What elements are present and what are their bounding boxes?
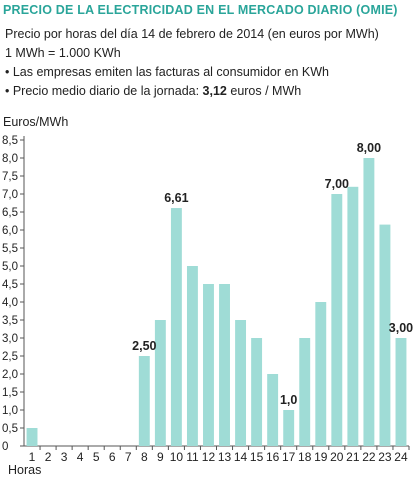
- x-tick-label: 19: [314, 450, 328, 464]
- x-tick-label: 24: [394, 450, 408, 464]
- y-tick-label: 6,0: [2, 225, 18, 237]
- bar-hour-21: [347, 186, 359, 447]
- y-tick-label: 8,0: [2, 153, 18, 165]
- x-tick-label: 12: [202, 450, 216, 464]
- x-tick-label: 16: [266, 450, 280, 464]
- billing-note: • Las empresas emiten las facturas al co…: [5, 65, 329, 79]
- bar-hour-1: [26, 428, 38, 446]
- chart-title: PRECIO DE LA ELECTRICIDAD EN EL MERCADO …: [3, 3, 398, 17]
- x-tick-label: 2: [45, 450, 52, 464]
- x-tick-label: 6: [109, 450, 116, 464]
- y-tick-label: 2,5: [2, 351, 18, 363]
- bar-hour-23: [379, 224, 391, 446]
- y-axis-label: Euros/MWh: [3, 115, 68, 129]
- y-tick-label: 7,5: [2, 171, 18, 183]
- x-tick-label: 14: [234, 450, 248, 464]
- bar-hour-11: [186, 266, 198, 446]
- x-tick-label: 9: [157, 450, 164, 464]
- bar-hour-10: [170, 208, 182, 446]
- x-tick-label: 3: [61, 450, 68, 464]
- bar-hour-17: [283, 410, 295, 446]
- bar-hour-9: [154, 320, 166, 446]
- average-price-note: • Precio medio diario de la jornada: 3,1…: [5, 84, 301, 98]
- y-tick-label: 5,5: [2, 243, 18, 255]
- x-tick-label: 7: [125, 450, 132, 464]
- x-tick-label: 15: [250, 450, 264, 464]
- y-tick-label: 4,0: [2, 297, 18, 309]
- data-label-hour-8: 2,50: [132, 339, 156, 353]
- bar-hour-22: [363, 158, 375, 446]
- y-tick-label: 7,0: [2, 189, 18, 201]
- y-tick-label: 1,0: [2, 405, 18, 417]
- chart-subtitle: Precio por horas del día 14 de febrero d…: [5, 27, 379, 41]
- bar-hour-24: [395, 338, 407, 446]
- x-tick-label: 18: [298, 450, 312, 464]
- bar-hour-15: [251, 338, 263, 446]
- bar-hour-16: [267, 374, 279, 446]
- y-tick-label: 6,5: [2, 207, 18, 219]
- average-price-value: 3,12: [202, 84, 227, 98]
- y-tick-label: 3,5: [2, 315, 18, 327]
- y-tick-label: 2,0: [2, 369, 18, 381]
- x-tick-label: 20: [330, 450, 344, 464]
- y-tick-label: 3,0: [2, 333, 18, 345]
- x-tick-label: 21: [346, 450, 360, 464]
- bar-hour-12: [203, 284, 214, 446]
- x-tick-label: 8: [141, 450, 148, 464]
- x-tick-label: 23: [378, 450, 392, 464]
- y-tick-label: 0,5: [2, 423, 18, 435]
- data-label-hour-20: 7,00: [325, 177, 349, 191]
- x-axis-label: Horas: [8, 463, 41, 477]
- data-label-hour-22: 8,00: [357, 141, 381, 155]
- bar-hour-13: [219, 284, 230, 446]
- x-tick-label: 1: [29, 450, 36, 464]
- x-tick-label: 10: [170, 450, 184, 464]
- data-label-hour-24: 3,00: [389, 321, 413, 335]
- bar-hour-18: [299, 338, 311, 446]
- y-tick-label: 4,5: [2, 279, 18, 291]
- bar-hour-19: [315, 302, 327, 446]
- y-tick-label: 5,0: [2, 261, 18, 273]
- y-tick-label: 1,5: [2, 387, 18, 399]
- data-label-hour-17: 1,0: [280, 393, 297, 407]
- y-tick-label: 0: [2, 441, 8, 453]
- data-label-hour-10: 6,61: [164, 191, 188, 205]
- x-tick-label: 4: [77, 450, 84, 464]
- x-tick-label: 17: [282, 450, 296, 464]
- average-price-suffix: euros / MWh: [226, 84, 302, 98]
- bar-hour-14: [235, 320, 247, 446]
- unit-conversion-note: 1 MWh = 1.000 KWh: [5, 46, 121, 60]
- x-tick-label: 13: [218, 450, 232, 464]
- x-tick-label: 22: [362, 450, 376, 464]
- x-tick-label: 5: [93, 450, 100, 464]
- bar-hour-20: [331, 194, 343, 446]
- y-tick-label: 8,5: [2, 135, 18, 147]
- bar-hour-8: [138, 356, 150, 446]
- average-price-prefix: • Precio medio diario de la jornada:: [5, 84, 203, 98]
- x-tick-label: 11: [186, 450, 199, 464]
